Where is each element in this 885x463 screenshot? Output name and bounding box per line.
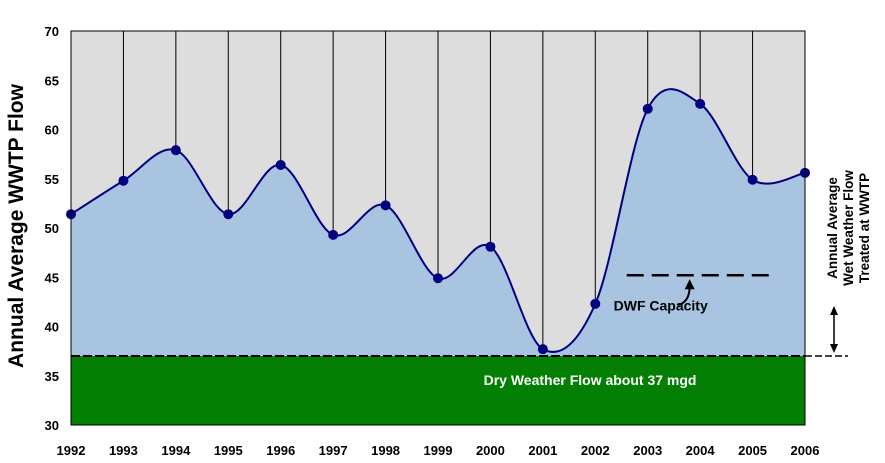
side-annotation: Annual Average Wet Weather Flow Treated at… [825, 170, 872, 286]
data-point [537, 344, 548, 355]
y-tick-label: 30 [45, 418, 59, 433]
x-tick-label: 1996 [266, 443, 295, 458]
dwf-capacity-arrow-head [684, 279, 695, 290]
flow-line [70, 88, 806, 353]
y-tick-label: 55 [45, 172, 59, 187]
x-tick-label: 2006 [791, 443, 820, 458]
data-markers [66, 98, 810, 355]
y-tick-label: 35 [45, 369, 59, 384]
data-point [695, 98, 706, 109]
side-label-line: Wet Weather Flow [841, 170, 856, 286]
data-point [590, 298, 601, 309]
x-tick-label: 1992 [57, 443, 86, 458]
wet-weather-area [71, 89, 805, 425]
x-axis-ticks: 1992 1993 1994 1995 1996 1997 1998 1999 2000 2001… [57, 443, 820, 458]
y-axis-label: Annual Average WWTP Flow [5, 83, 28, 368]
dwf-capacity-label: DWF Capacity [614, 297, 708, 313]
x-tick-label: 2000 [476, 443, 505, 458]
dry-weather-label: Dry Weather Flow about 37 mgd [484, 372, 697, 388]
side-label-line: Annual Average [825, 177, 840, 279]
data-point [485, 241, 496, 252]
y-tick-label: 70 [45, 24, 59, 39]
data-point [433, 273, 443, 284]
data-point [223, 209, 234, 220]
data-point [170, 145, 181, 156]
x-tick-label: 2004 [686, 443, 716, 458]
x-tick-label: 2002 [581, 443, 610, 458]
side-arrow-head-bottom [830, 344, 838, 354]
data-point [328, 229, 339, 240]
x-tick-label: 2005 [738, 443, 767, 458]
dry-weather-area [71, 356, 805, 425]
x-tick-label: 1993 [109, 443, 138, 458]
x-tick-label: 1994 [161, 443, 191, 458]
data-point [118, 175, 129, 186]
side-arrow-head-top [830, 306, 838, 315]
x-tick-label: 1999 [424, 443, 453, 458]
x-tick-label: 2001 [528, 443, 557, 458]
data-point [747, 174, 758, 185]
y-tick-label: 65 [45, 73, 59, 88]
x-tick-label: 1995 [214, 443, 243, 458]
data-point [642, 103, 653, 114]
y-tick-label: 40 [45, 320, 59, 335]
y-tick-label: 45 [45, 270, 59, 285]
plot-border [70, 30, 806, 426]
x-tick-label: 2003 [633, 443, 662, 458]
side-label-line: Treated at WWTP [857, 173, 872, 283]
data-point [380, 200, 391, 211]
x-tick-label: 1997 [319, 443, 348, 458]
y-tick-label: 60 [45, 123, 59, 138]
data-point [275, 159, 286, 170]
x-tick-label: 1998 [371, 443, 400, 458]
y-axis-ticks: 30 35 40 45 50 55 60 65 70 [45, 24, 59, 433]
y-tick-label: 50 [45, 221, 59, 236]
